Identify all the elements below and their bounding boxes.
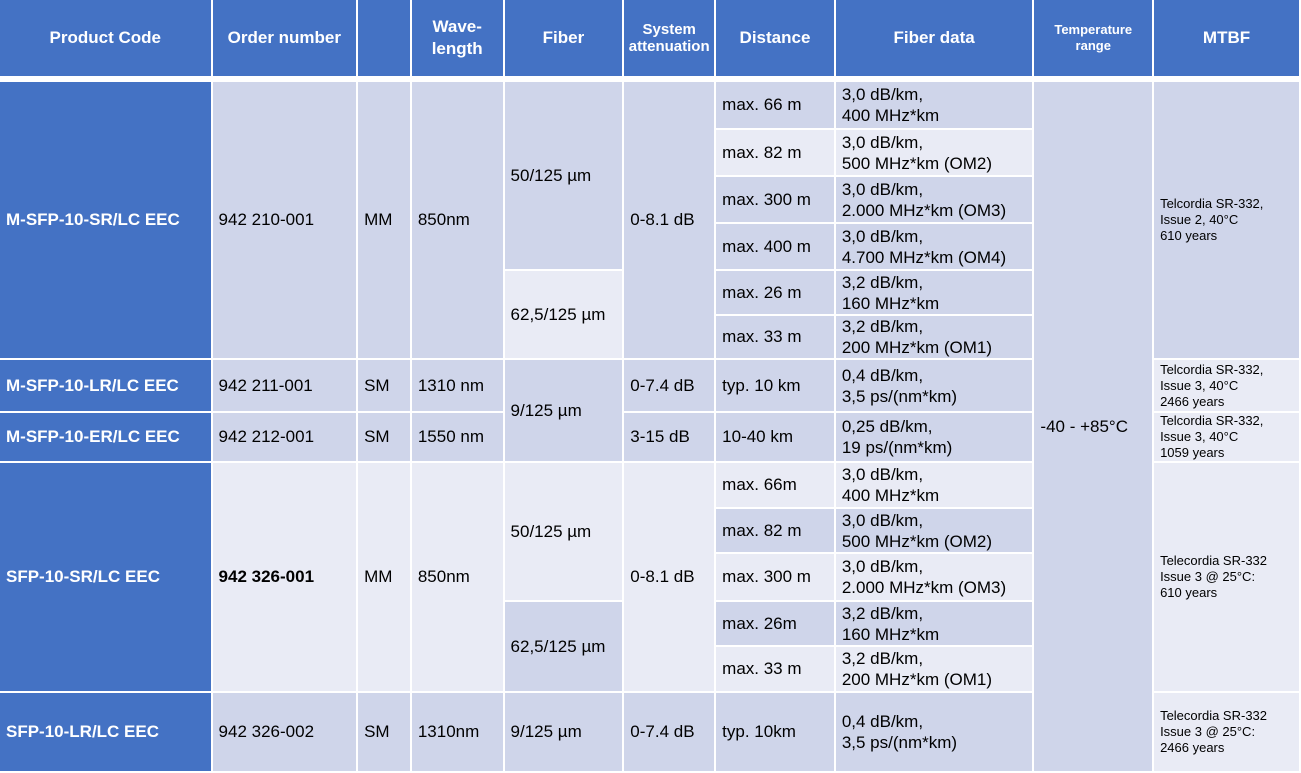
mtbf: Telcordia SR-332, Issue 3, 40°C 2466 years (1154, 360, 1299, 411)
header-distance: Distance (716, 0, 834, 76)
attenuation: 0-8.1 dB (624, 463, 715, 691)
fiber-type: 9/125 µm (504, 360, 623, 461)
fiber-data: 3,2 dB/km, 160 MHz*km (835, 602, 1033, 645)
fiber-type: 62,5/125 µm (504, 271, 623, 358)
table-row: max. 33 m 3,2 dB/km, 200 MHz*km (OM1) (0, 647, 1299, 691)
mtbf: Telcordia SR-332, Issue 3, 40°C 1059 years (1154, 413, 1299, 461)
distance: typ. 10 km (716, 360, 834, 411)
distance: max. 82 m (716, 509, 834, 552)
wavelength: 850nm (411, 82, 503, 358)
distance: max. 300 m (716, 177, 834, 222)
distance: max. 300 m (716, 554, 834, 600)
fiber-data: 3,0 dB/km, 2.000 MHz*km (OM3) (835, 177, 1033, 222)
wavelength: 1550 nm (411, 413, 503, 461)
distance: max. 66m (716, 463, 834, 507)
table-row: max. 82 m 3,0 dB/km, 500 MHz*km (OM2) (0, 130, 1299, 175)
wavelength: 850nm (411, 463, 503, 691)
fiber-mode: SM (358, 693, 410, 771)
product-code: M-SFP-10-LR/LC EEC (0, 360, 211, 411)
fiber-data: 3,0 dB/km, 400 MHz*km (835, 463, 1033, 507)
header-wavelength: Wave-length (411, 0, 503, 76)
header-mtbf: MTBF (1154, 0, 1299, 76)
fiber-data: 0,4 dB/km, 3,5 ps/(nm*km) (835, 360, 1033, 411)
distance: max. 82 m (716, 130, 834, 175)
table-row: max. 400 m 3,0 dB/km, 4.700 MHz*km (OM4) (0, 224, 1299, 269)
fiber-data: 3,0 dB/km, 500 MHz*km (OM2) (835, 509, 1033, 552)
header-attenuation: System attenuation (624, 0, 715, 76)
mtbf: Telecordia SR-332 Issue 3 @ 25°C: 2466 yea… (1154, 693, 1299, 771)
table-row: max. 33 m 3,2 dB/km, 200 MHz*km (OM1) (0, 316, 1299, 358)
mtbf: Telcordia SR-332, Issue 2, 40°C 610 years (1154, 82, 1299, 358)
order-number: 942 326-001 (212, 463, 357, 691)
header-temperature: Temperature range (1034, 0, 1153, 76)
fiber-data: 3,0 dB/km, 400 MHz*km (835, 82, 1033, 128)
fiber-mode: SM (358, 360, 410, 411)
header-fiber: Fiber (504, 0, 623, 76)
distance: max. 26m (716, 602, 834, 645)
header-fiber-data: Fiber data (835, 0, 1033, 76)
fiber-mode: MM (358, 463, 410, 691)
attenuation: 0-7.4 dB (624, 693, 715, 771)
fiber-type: 50/125 µm (504, 463, 623, 600)
header-product-code: Product Code (0, 0, 211, 76)
distance: max. 26 m (716, 271, 834, 314)
table-row: max. 300 m 3,0 dB/km, 2.000 MHz*km (OM3) (0, 554, 1299, 600)
header-order-number: Order number (212, 0, 357, 76)
header-type (358, 0, 410, 76)
product-code: M-SFP-10-ER/LC EEC (0, 413, 211, 461)
table-row: max. 300 m 3,0 dB/km, 2.000 MHz*km (OM3) (0, 177, 1299, 222)
order-number: 942 210-001 (212, 82, 357, 358)
table-row: 62,5/125 µm max. 26m 3,2 dB/km, 160 MHz*k… (0, 602, 1299, 691)
fiber-data: 3,2 dB/km, 160 MHz*km (835, 271, 1033, 314)
attenuation: 0-7.4 dB (624, 360, 715, 411)
fiber-data: 3,0 dB/km, 2.000 MHz*km (OM3) (835, 554, 1033, 600)
fiber-mode: SM (358, 413, 410, 461)
distance: max. 33 m (716, 316, 834, 358)
order-number: 942 326-002 (212, 693, 357, 771)
distance: max. 400 m (716, 224, 834, 269)
mtbf: Telecordia SR-332 Issue 3 @ 25°C: 610 year… (1154, 463, 1299, 691)
distance: typ. 10km (716, 693, 834, 771)
fiber-type: 62,5/125 µm (504, 602, 623, 691)
table-row: max. 82 m 3,0 dB/km, 500 MHz*km (OM2) (0, 509, 1299, 552)
fiber-mode: MM (358, 82, 410, 358)
distance: max. 66 m (716, 82, 834, 128)
fiber-data: 0,25 dB/km, 19 ps/(nm*km) (835, 413, 1033, 461)
header-row: Product Code Order number Wave-length Fi… (0, 0, 1299, 76)
table-row: SFP-10-LR/LC EEC 942 326-002 SM 1310nm 9… (0, 693, 1299, 771)
attenuation: 0-8.1 dB (624, 82, 715, 358)
fiber-data: 3,0 dB/km, 4.700 MHz*km (OM4) (835, 224, 1033, 269)
attenuation: 3-15 dB (624, 413, 715, 461)
distance: 10-40 km (716, 413, 834, 461)
temperature-range: -40 - +85°C (1034, 82, 1153, 771)
wavelength: 1310 nm (411, 360, 503, 411)
product-code: SFP-10-LR/LC EEC (0, 693, 211, 771)
table-row: M-SFP-10-SR/LC EEC 942 210-001 MM 850nm … (0, 82, 1299, 771)
product-code: M-SFP-10-SR/LC EEC (0, 82, 211, 358)
fiber-type: 50/125 µm (504, 82, 623, 269)
wavelength: 1310nm (411, 693, 503, 771)
table-row: M-SFP-10-LR/LC EEC 942 211-001 SM 1310 n… (0, 360, 1299, 461)
product-code: SFP-10-SR/LC EEC (0, 463, 211, 691)
order-number: 942 211-001 (212, 360, 357, 411)
fiber-data: 3,0 dB/km, 500 MHz*km (OM2) (835, 130, 1033, 175)
fiber-type: 9/125 µm (504, 693, 623, 771)
distance: max. 33 m (716, 647, 834, 691)
table-row: M-SFP-10-ER/LC EEC 942 212-001 SM 1550 n… (0, 413, 1299, 461)
table-row: SFP-10-SR/LC EEC 942 326-001 MM 850nm 50… (0, 463, 1299, 691)
fiber-data: 0,4 dB/km, 3,5 ps/(nm*km) (835, 693, 1033, 771)
fiber-data: 3,2 dB/km, 200 MHz*km (OM1) (835, 316, 1033, 358)
order-number: 942 212-001 (212, 413, 357, 461)
table-row: 62,5/125 µm max. 26 m 3,2 dB/km, 160 MHz*… (0, 271, 1299, 358)
fiber-data: 3,2 dB/km, 200 MHz*km (OM1) (835, 647, 1033, 691)
